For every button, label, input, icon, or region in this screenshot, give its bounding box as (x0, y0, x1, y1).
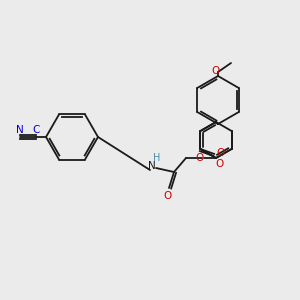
Text: O: O (211, 66, 219, 76)
Text: H: H (153, 153, 161, 163)
Text: N: N (16, 125, 24, 135)
Text: O: O (163, 191, 171, 201)
Text: C: C (32, 125, 40, 135)
Text: O: O (195, 153, 203, 163)
Text: N: N (148, 161, 156, 171)
Text: O: O (216, 159, 224, 169)
Text: O: O (216, 148, 224, 158)
